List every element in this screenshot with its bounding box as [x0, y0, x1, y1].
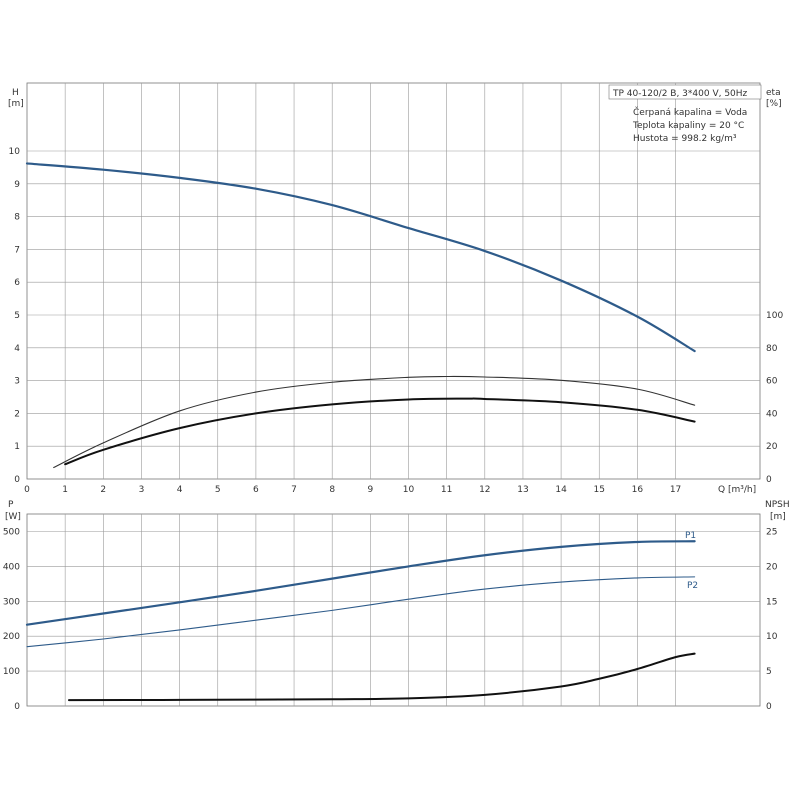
y-left-tick-label: 1 — [14, 442, 20, 452]
bottom-plot-frame — [26, 513, 761, 707]
head-axis-name: H — [12, 88, 19, 98]
y-left-tick-label: 7 — [14, 245, 20, 255]
y-right-tick-label: 20 — [766, 442, 778, 452]
p1-line — [25, 540, 696, 626]
x-tick-label: 3 — [139, 485, 145, 495]
power-axis-unit: [W] — [5, 512, 21, 522]
bottom-panel: 0 100 200 300 400 500 0 5 10 15 20 25 P [W] NPSH [m… — [3, 500, 790, 712]
y-left-tick-label: 6 — [14, 278, 20, 288]
x-tick-label: 10 — [403, 485, 415, 495]
x-tick-label: 1 — [62, 485, 68, 495]
y-left-tick-label: 10 — [9, 147, 21, 157]
y-left-tick-label: 200 — [3, 632, 20, 642]
density-info: Hustota = 998.2 kg/m³ — [633, 134, 737, 144]
y-left-tick-label: 4 — [14, 344, 20, 354]
y-right-tick-label: 40 — [766, 409, 778, 419]
y-left-tick-label: 5 — [14, 311, 20, 321]
pump-model-box — [608, 84, 762, 100]
efficiency-axis-unit: [%] — [766, 99, 782, 109]
y-right-tick-label: 100 — [766, 311, 783, 321]
y-left-tick-label: 2 — [14, 409, 20, 419]
x-tick-label: 17 — [670, 485, 681, 495]
x-tick-label: 8 — [329, 485, 335, 495]
head-axis-unit: [m] — [8, 99, 24, 109]
y-left-tick-label: 9 — [14, 180, 20, 190]
y-right-tick-label: 60 — [766, 377, 778, 387]
y-left-tick-label: 100 — [3, 667, 20, 677]
x-tick-label: 16 — [632, 485, 644, 495]
y-left-tick-label: 400 — [3, 562, 20, 572]
power-axis-name: P — [8, 500, 14, 510]
p1-label: P1 — [685, 531, 696, 541]
x-tick-label: 6 — [253, 485, 259, 495]
top-grid — [27, 83, 760, 479]
liquid-info: Čerpaná kapalina = Voda — [633, 106, 747, 118]
bottom-series-2-line — [67, 652, 696, 702]
top-plot-frame — [26, 82, 761, 480]
y-right-tick-label: 0 — [766, 475, 772, 485]
y-right-tick-label: 20 — [766, 562, 778, 572]
bottom-grid — [27, 514, 760, 706]
top-series-1-line — [53, 375, 696, 469]
p2-label: P2 — [687, 581, 698, 591]
bottom-ticks: 0 100 200 300 400 500 0 5 10 15 20 25 — [3, 528, 778, 713]
y-left-tick-label: 0 — [14, 702, 20, 712]
top-series — [25, 162, 696, 469]
x-tick-label: 13 — [517, 485, 528, 495]
p2-line — [26, 576, 696, 648]
x-tick-label: 15 — [594, 485, 605, 495]
top-panel: 0 1 2 3 4 5 6 7 8 9 10 11 12 13 14 15 16 1701234567891002… — [8, 82, 784, 495]
y-right-tick-label: 5 — [766, 667, 772, 677]
npsh-axis-unit: [m] — [770, 512, 786, 522]
y-right-tick-label: 15 — [766, 597, 777, 607]
top-series-2-line — [64, 397, 696, 466]
x-tick-label: 7 — [291, 485, 297, 495]
y-left-tick-label: 0 — [14, 475, 20, 485]
x-tick-label: 5 — [215, 485, 221, 495]
top-ticks: 0 1 2 3 4 5 6 7 8 9 10 11 12 13 14 15 16 1701234567891002… — [9, 147, 784, 495]
x-tick-label: 11 — [441, 485, 452, 495]
y-right-tick-label: 0 — [766, 702, 772, 712]
y-right-tick-label: 80 — [766, 344, 778, 354]
flow-axis-label: Q [m³/h] — [718, 485, 756, 495]
x-tick-label: 2 — [100, 485, 106, 495]
x-tick-label: 4 — [177, 485, 183, 495]
y-left-tick-label: 300 — [3, 597, 20, 607]
x-tick-label: 14 — [555, 485, 567, 495]
efficiency-axis-name: eta — [766, 88, 781, 98]
y-left-tick-label: 500 — [3, 528, 20, 538]
temperature-info: Teplota kapaliny = 20 °C — [632, 121, 744, 131]
y-right-tick-label: 25 — [766, 528, 777, 538]
npsh-axis-name: NPSH — [765, 500, 790, 510]
y-left-tick-label: 3 — [14, 377, 20, 387]
top-series-0-line — [25, 162, 696, 353]
y-right-tick-label: 10 — [766, 632, 778, 642]
x-tick-label: 9 — [367, 485, 373, 495]
x-tick-label: 0 — [24, 485, 30, 495]
y-left-tick-label: 8 — [14, 213, 20, 223]
bottom-series — [25, 540, 696, 702]
pump-model: TP 40-120/2 B, 3*400 V, 50Hz — [612, 89, 748, 99]
x-tick-label: 12 — [479, 485, 490, 495]
